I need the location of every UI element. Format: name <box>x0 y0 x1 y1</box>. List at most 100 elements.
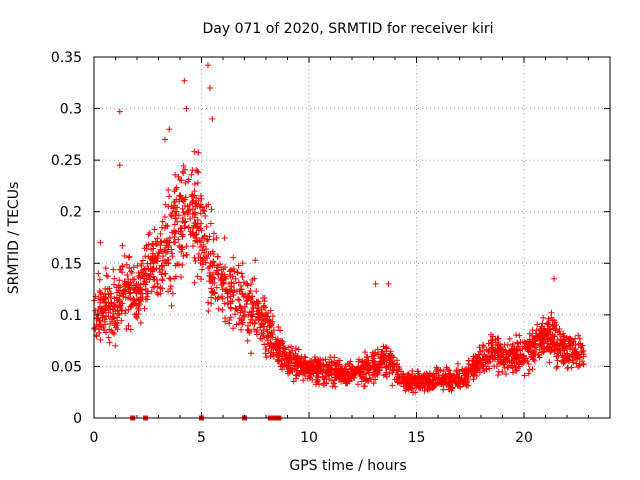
data-point <box>389 369 396 376</box>
data-point <box>549 340 556 347</box>
data-point <box>207 278 214 285</box>
data-point <box>140 280 147 287</box>
data-point <box>521 372 528 379</box>
data-point <box>135 305 142 312</box>
data-point <box>296 359 303 366</box>
data-point <box>288 343 295 350</box>
data-point <box>113 284 120 291</box>
data-point <box>489 333 496 340</box>
data-point <box>112 308 119 315</box>
data-point <box>577 354 584 361</box>
data-point <box>347 371 354 378</box>
data-point <box>449 385 456 392</box>
data-point <box>495 335 502 342</box>
data-point <box>443 364 450 371</box>
data-point <box>116 162 123 169</box>
data-point <box>174 204 181 211</box>
data-point <box>449 384 456 391</box>
data-point <box>474 355 481 362</box>
x-tick-label: 20 <box>515 430 533 446</box>
data-point <box>100 293 107 300</box>
data-point <box>314 370 321 377</box>
y-tick-label: 0.1 <box>60 308 82 324</box>
data-point <box>150 276 157 283</box>
data-point <box>230 292 237 299</box>
data-point <box>183 251 190 258</box>
data-point <box>161 225 168 232</box>
data-point <box>167 275 174 282</box>
data-point <box>354 366 361 373</box>
data-point <box>509 342 516 349</box>
data-point <box>116 310 123 317</box>
data-point <box>267 307 274 314</box>
data-point <box>230 286 237 293</box>
data-point <box>394 378 401 385</box>
data-point <box>570 338 577 345</box>
data-point <box>513 331 520 338</box>
data-point <box>219 271 226 278</box>
data-point <box>197 276 204 283</box>
data-point <box>159 285 166 292</box>
data-point <box>372 280 379 287</box>
data-point <box>409 376 416 383</box>
data-point <box>151 226 158 233</box>
y-axis-label: SRMTID / TECUs <box>6 182 22 295</box>
data-point <box>396 366 403 373</box>
y-tick-label: 0.25 <box>51 153 82 169</box>
data-point <box>232 275 239 282</box>
data-point <box>251 326 258 333</box>
data-point <box>201 208 208 215</box>
data-point <box>511 352 518 359</box>
data-point <box>545 315 552 322</box>
data-point <box>116 296 123 303</box>
data-point <box>533 327 540 334</box>
data-point <box>481 352 488 359</box>
data-point <box>179 261 186 268</box>
data-point <box>98 323 105 330</box>
data-point <box>516 332 523 339</box>
data-point <box>295 371 302 378</box>
data-point <box>102 306 109 313</box>
data-point <box>495 372 502 379</box>
data-point <box>257 335 264 342</box>
data-point <box>224 290 231 297</box>
data-point <box>540 326 547 333</box>
data-point <box>121 287 128 294</box>
data-point <box>107 302 114 309</box>
data-point <box>153 289 160 296</box>
data-point <box>260 332 267 339</box>
data-point <box>257 324 264 331</box>
data-point <box>139 257 146 264</box>
data-point <box>300 377 307 384</box>
data-point <box>114 314 121 321</box>
data-point <box>146 229 153 236</box>
data-point <box>479 348 486 355</box>
data-point <box>540 330 547 337</box>
data-point <box>200 243 207 250</box>
data-point <box>119 290 126 297</box>
data-point <box>111 301 118 308</box>
data-point <box>454 378 461 385</box>
data-point <box>137 298 144 305</box>
data-point <box>105 334 112 341</box>
data-point <box>221 264 228 271</box>
data-point <box>219 295 226 302</box>
data-point <box>425 372 432 379</box>
data-point <box>162 270 169 277</box>
data-point <box>468 369 475 376</box>
data-point <box>575 341 582 348</box>
data-point <box>556 341 563 348</box>
data-point <box>462 375 469 382</box>
data-point <box>487 337 494 344</box>
data-point <box>389 382 396 389</box>
data-point <box>180 170 187 177</box>
data-point <box>198 195 205 202</box>
data-point <box>292 372 299 379</box>
data-point <box>126 285 133 292</box>
data-point <box>389 361 396 368</box>
data-point <box>394 371 401 378</box>
data-point <box>291 355 298 362</box>
data-point <box>478 360 485 367</box>
data-point <box>424 378 431 385</box>
data-point <box>210 230 217 237</box>
